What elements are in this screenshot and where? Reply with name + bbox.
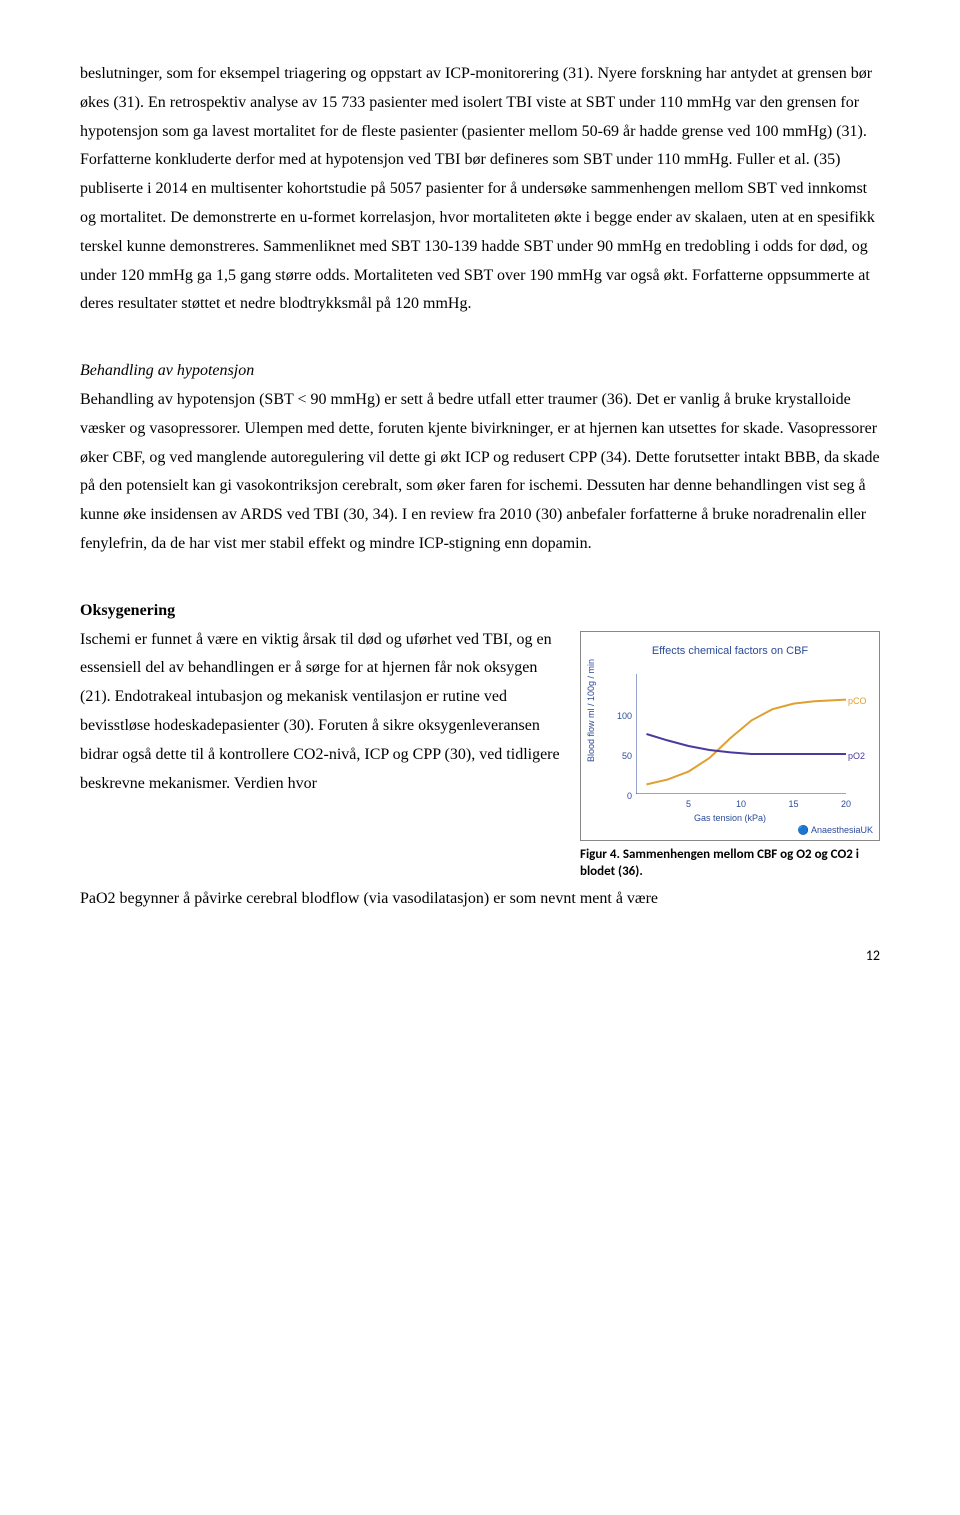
hypotension-body: Behandling av hypotensjon (SBT < 90 mmHg… [80,391,880,552]
chart-ytick: 0 [608,788,632,804]
oxygen-body-1: Ischemi er funnet å være en viktig årsak… [80,631,560,792]
chart-xtick: 15 [784,796,804,812]
series-label-po2: pO2 [848,748,865,764]
chart-xtick: 20 [836,796,856,812]
chart-xtick: 5 [679,796,699,812]
chart-xtick: 10 [731,796,751,812]
chart-plot-svg [636,674,846,794]
chart-ytick: 50 [608,748,632,764]
chart-ytick: 100 [608,708,632,724]
oxygen-heading: Oksygenering [80,602,175,619]
hypotension-section: Behandling av hypotensjon Behandling av … [80,357,880,559]
page-number: 12 [80,943,880,968]
oxygen-body-2: PaO2 begynner å påvirke cerebral blodflo… [80,885,880,914]
figure-4: Effects chemical factors on CBF Blood fl… [580,631,880,881]
chart-ylabel: Blood flow ml / 100g / min [583,659,599,762]
oxygen-section: Oksygenering Ischemi er funnet å være en… [80,597,880,881]
series-label-pco: pCO [848,693,867,709]
figure-caption: Figur 4. Sammenhengen mellom CBF og O2 o… [580,847,880,881]
chart-credit: 🔵 AnaesthesiaUK [798,822,873,838]
hypotension-heading: Behandling av hypotensjon [80,362,254,379]
cbf-chart: Effects chemical factors on CBF Blood fl… [580,631,880,841]
body-paragraph-1: beslutninger, som for eksempel triagerin… [80,60,880,319]
chart-title: Effects chemical factors on CBF [581,632,879,662]
